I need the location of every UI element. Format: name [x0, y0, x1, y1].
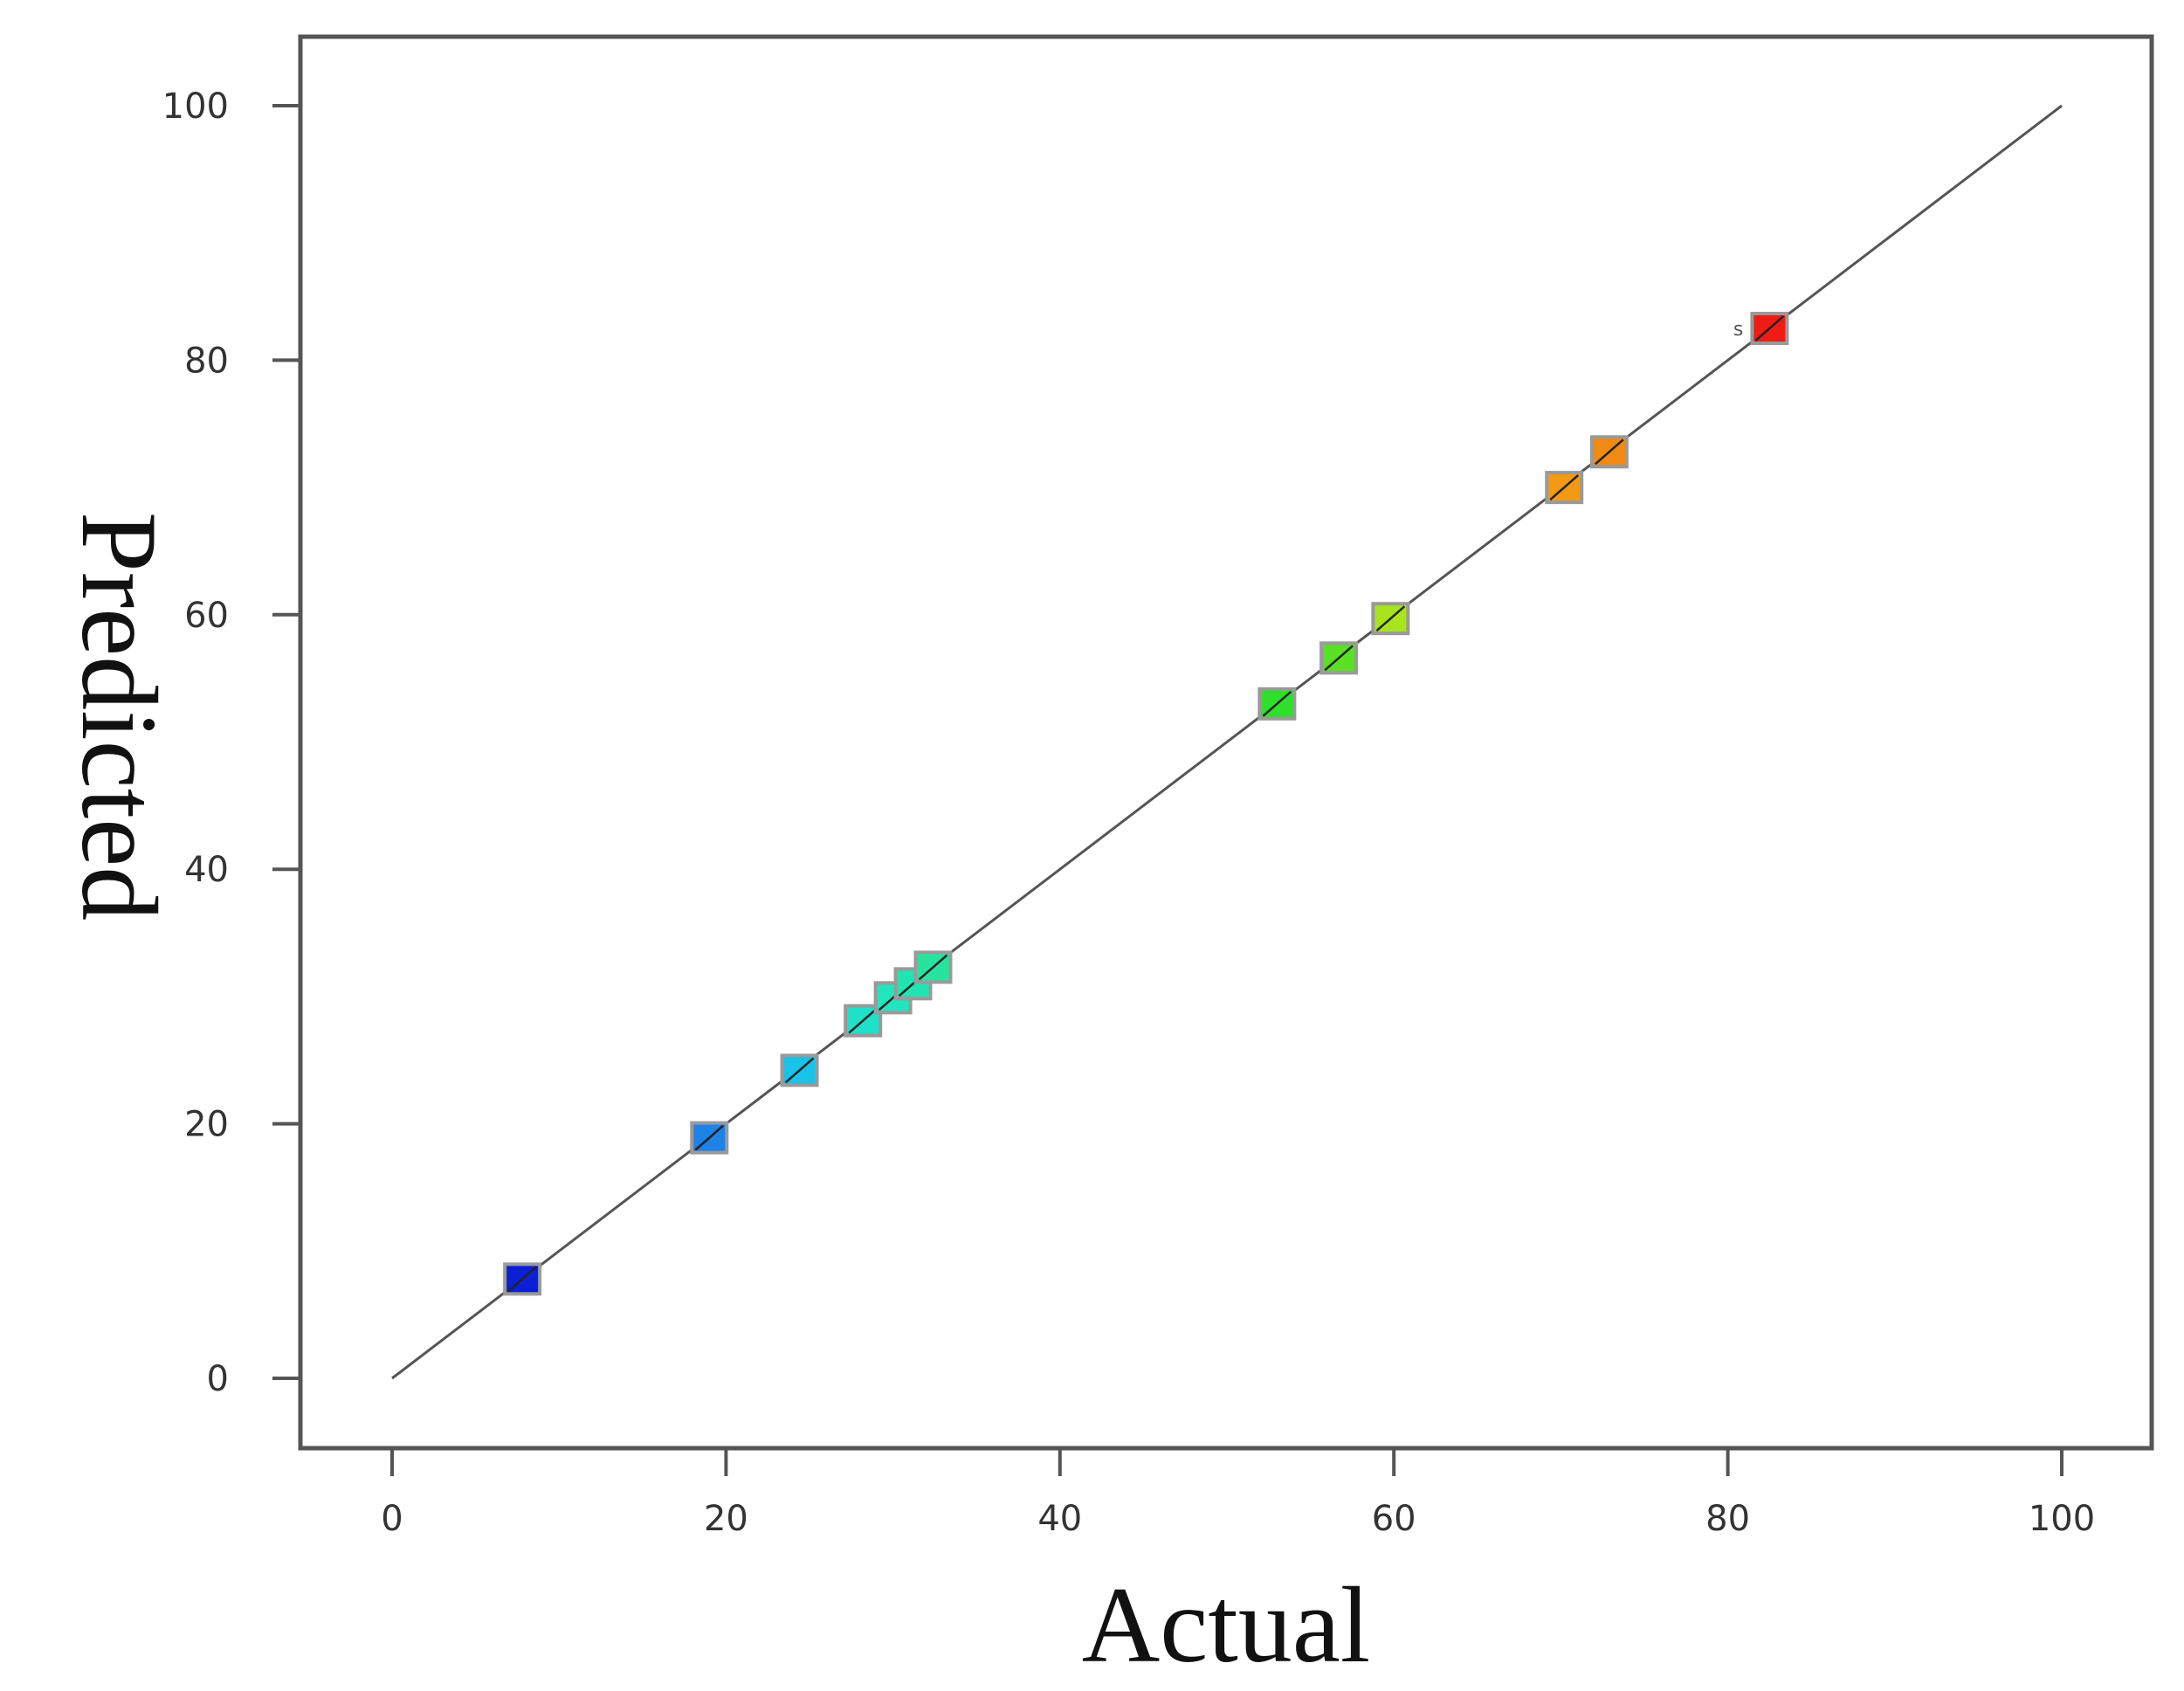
data-point: [1545, 471, 1584, 505]
data-point-label: s: [1733, 319, 1743, 341]
data-point-diagonal: [918, 954, 948, 981]
data-point: [913, 950, 953, 984]
data-point-diagonal: [1549, 474, 1580, 501]
data-point: [690, 1121, 729, 1155]
data-point: [1257, 687, 1297, 721]
y-tick-label: 80: [184, 341, 229, 381]
data-point-diagonal: [694, 1124, 725, 1151]
data-point-diagonal: [848, 1007, 878, 1034]
x-tick-label: 0: [381, 1499, 403, 1539]
y-tick-label: 0: [207, 1359, 229, 1399]
data-point-diagonal: [1375, 605, 1406, 632]
data-point-diagonal: [1262, 690, 1292, 717]
y-tick-label: 100: [162, 86, 229, 127]
data-point-diagonal: [507, 1266, 537, 1293]
data-point-diagonal: [784, 1057, 815, 1084]
data-points: s: [503, 311, 1789, 1296]
x-tick-label: 40: [1037, 1499, 1082, 1539]
y-axis: 0 20 40 60 80 100: [162, 86, 300, 1399]
y-tick-label: 20: [184, 1105, 229, 1145]
y-tick-label: 40: [184, 850, 229, 890]
data-point-diagonal: [1324, 645, 1354, 672]
data-point: [1589, 435, 1629, 469]
data-point: [780, 1053, 819, 1087]
x-tick-label: 100: [2029, 1499, 2095, 1539]
data-point: [1371, 602, 1410, 636]
x-tick-label: 20: [704, 1499, 748, 1539]
data-point: [1319, 641, 1359, 675]
y-tick-label: 60: [184, 596, 229, 636]
data-point-diagonal: [1595, 438, 1624, 466]
x-tick-label: 60: [1372, 1499, 1416, 1539]
data-point: [503, 1262, 542, 1296]
x-axis-title: Actual: [1082, 1565, 1371, 1685]
x-axis: 0 20 40 60 80 100: [381, 1448, 2095, 1539]
x-tick-label: 80: [1705, 1499, 1750, 1539]
data-point-diagonal: [1754, 315, 1785, 342]
data-point: s: [1733, 311, 1789, 345]
y-axis-title: Predicted: [59, 512, 179, 921]
